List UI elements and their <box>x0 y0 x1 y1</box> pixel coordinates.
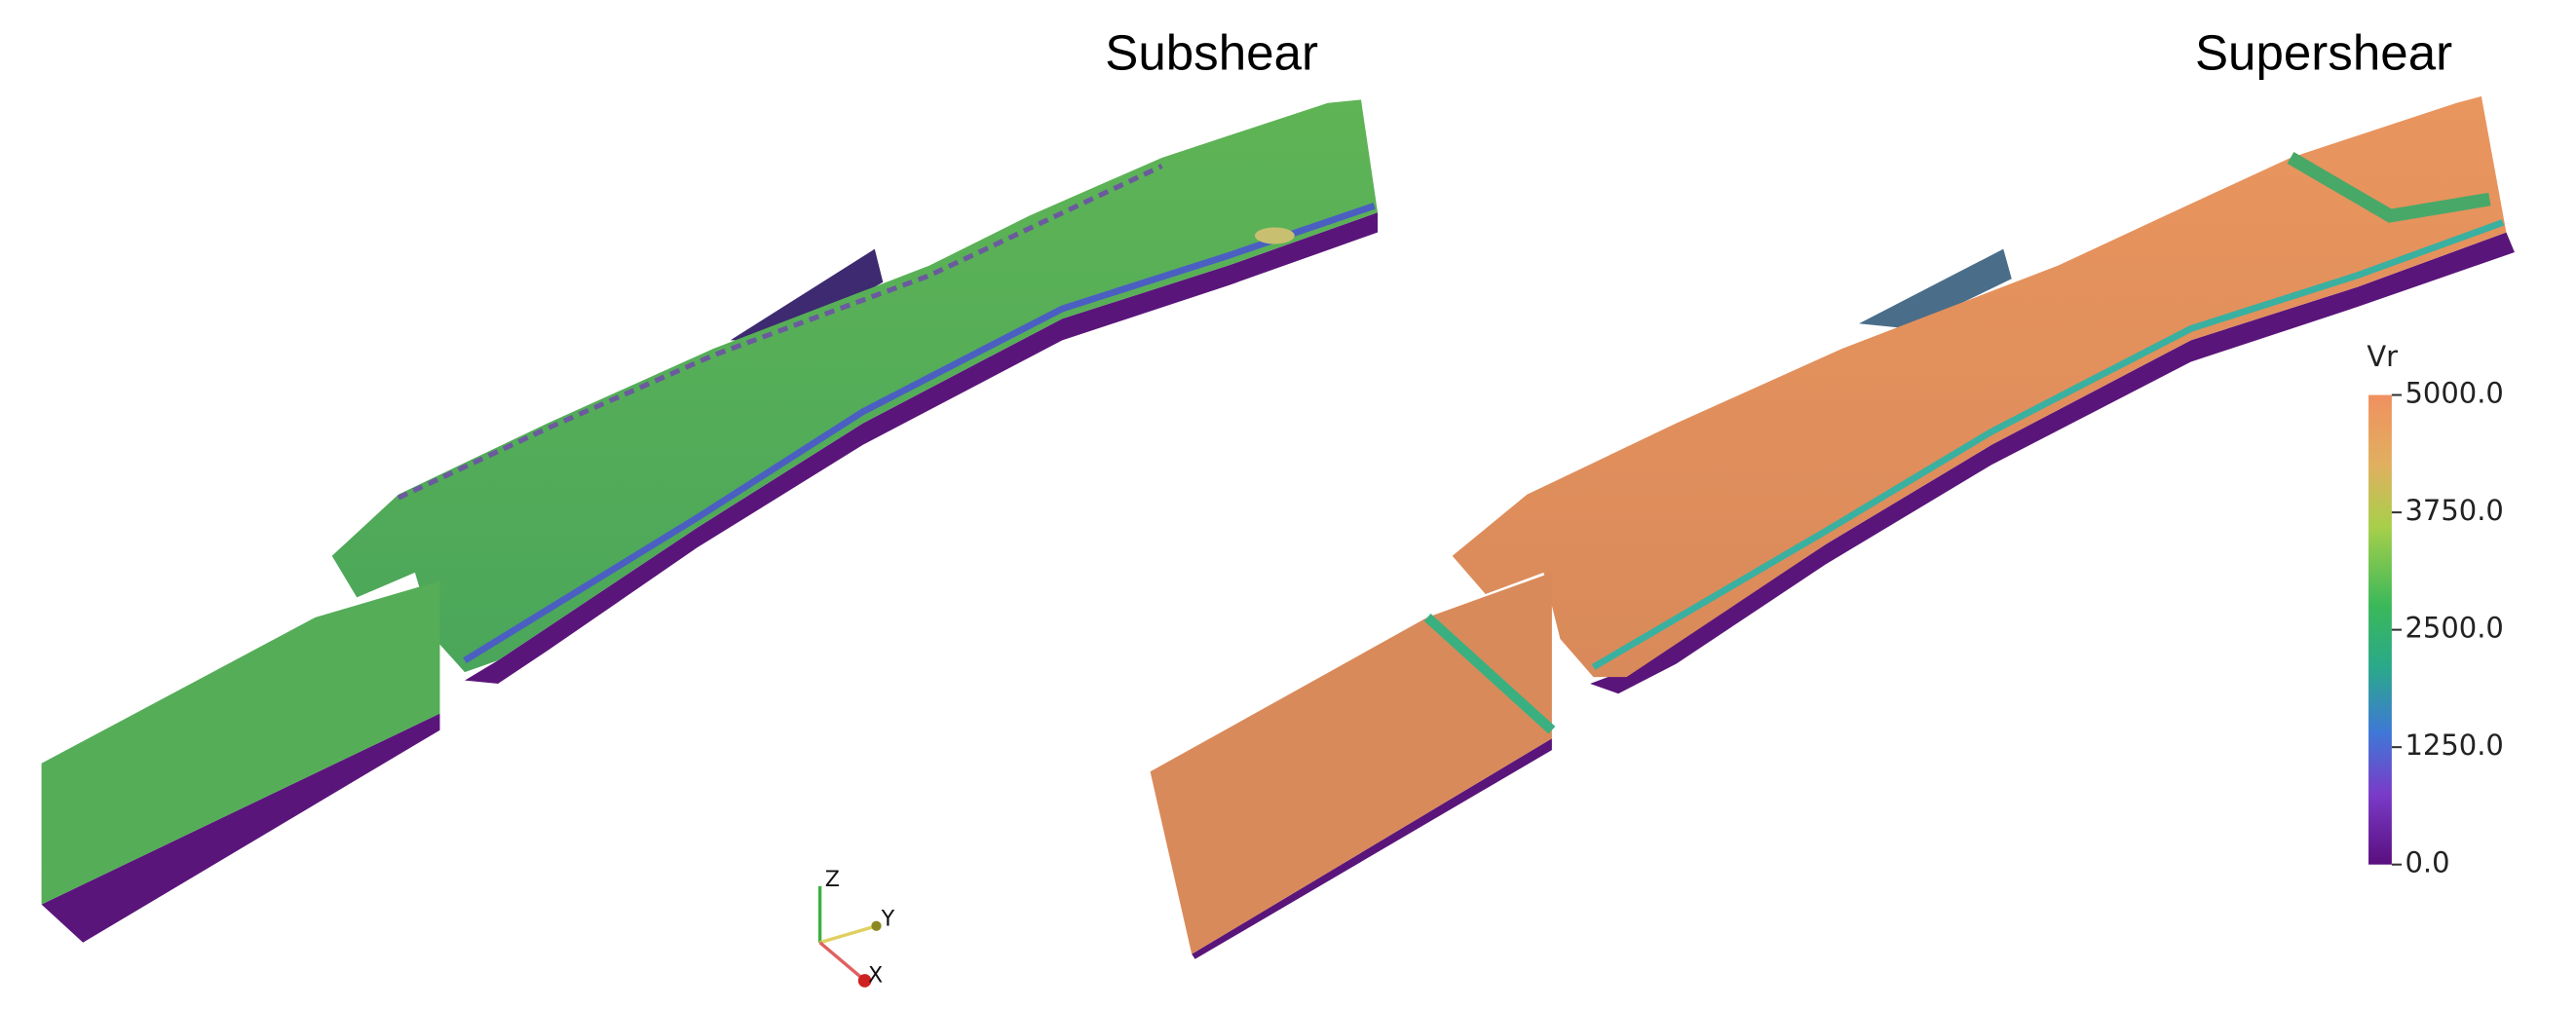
fault-edge-stripe <box>1423 614 1556 734</box>
subshear-panel: Subshear <box>41 25 1378 943</box>
x-axis-tip <box>857 974 872 988</box>
fault-surface <box>331 99 1378 673</box>
colorbar-tick-label: 5000.0 <box>2406 377 2504 410</box>
fault-edge-stripe <box>463 203 1376 664</box>
nucleation-patch <box>1254 227 1295 244</box>
front-segment <box>41 580 440 905</box>
front-segment <box>1150 572 1552 954</box>
colorbar-tick-label: 1250.0 <box>2406 729 2504 762</box>
panel-title: Subshear <box>1105 25 1318 81</box>
x-label: X <box>868 963 883 989</box>
colorbar: Vr 5000.0 3750.0 2500.0 1250.0 0.0 <box>2367 340 2503 879</box>
back-segment <box>1859 248 2012 329</box>
panel-title: Supershear <box>2195 25 2452 81</box>
fault-base <box>1590 232 2515 694</box>
z-label: Z <box>825 867 840 892</box>
supershear-panel: Supershear <box>1150 25 2515 959</box>
colorbar-tick-label: 0.0 <box>2406 846 2450 879</box>
fault-edge-stripe <box>1591 219 2505 670</box>
fault-surface <box>1452 95 2507 678</box>
front-segment-base <box>1192 738 1552 959</box>
x-axis <box>818 941 864 981</box>
y-axis <box>819 924 877 945</box>
back-segment <box>730 248 884 341</box>
fault-base <box>465 212 1378 684</box>
axes-triad: Z Y X <box>817 867 895 989</box>
colorbar-gradient <box>2368 394 2392 865</box>
colorbar-title: Vr <box>2367 340 2398 373</box>
y-label: Y <box>881 907 895 932</box>
colorbar-tick-label: 3750.0 <box>2406 494 2504 527</box>
fault-edge-stripe <box>2287 152 2491 223</box>
front-segment-base <box>41 713 440 943</box>
colorbar-tick-label: 2500.0 <box>2406 612 2504 645</box>
y-axis-tip <box>871 920 882 931</box>
